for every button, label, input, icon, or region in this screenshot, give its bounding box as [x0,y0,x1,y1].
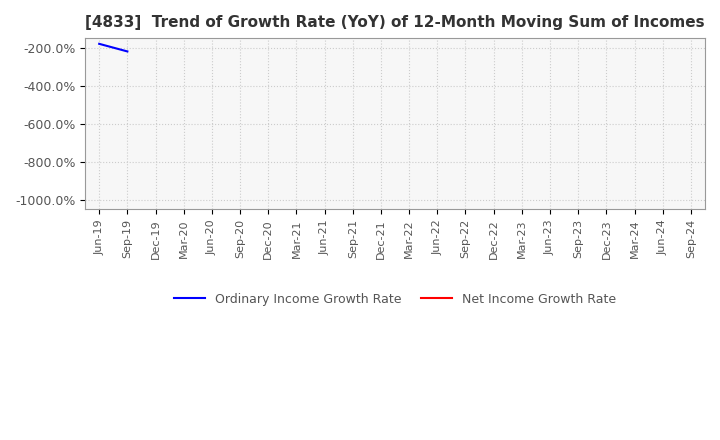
Line: Ordinary Income Growth Rate: Ordinary Income Growth Rate [99,44,127,51]
Ordinary Income Growth Rate [95,41,104,47]
Ordinary Income Growth Rate [123,49,132,54]
Legend: Ordinary Income Growth Rate, Net Income Growth Rate: Ordinary Income Growth Rate, Net Income … [169,288,621,311]
Title: [4833]  Trend of Growth Rate (YoY) of 12-Month Moving Sum of Incomes: [4833] Trend of Growth Rate (YoY) of 12-… [85,15,705,30]
